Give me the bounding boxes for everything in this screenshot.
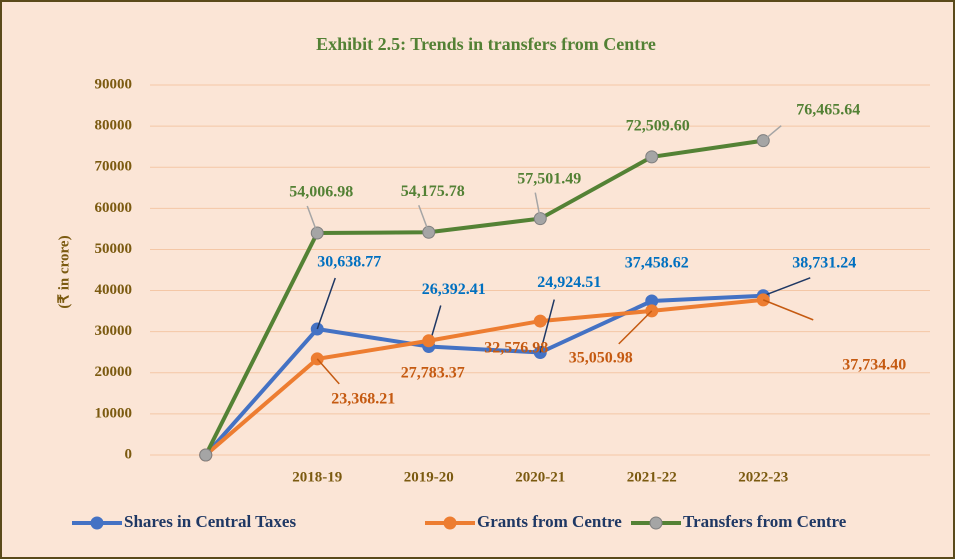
- leader-line: [762, 125, 782, 142]
- data-label: 32,576.98: [484, 340, 548, 357]
- data-label: 37,458.62: [625, 255, 689, 272]
- data-label: 38,731.24: [792, 254, 856, 271]
- data-label: 72,509.60: [626, 118, 690, 135]
- marker: [422, 334, 436, 348]
- marker: [533, 314, 547, 328]
- legend-marker: [443, 516, 457, 530]
- leader-line: [762, 299, 814, 321]
- series-line: [203, 138, 764, 456]
- x-tick-label: 2021-22: [627, 469, 677, 485]
- x-tick-label: 2019-20: [404, 469, 454, 485]
- chart-title: Exhibit 2.5: Trends in transfers from Ce…: [316, 34, 656, 54]
- data-label: 54,006.98: [289, 184, 353, 201]
- y-axis-label: (₹ in crore): [56, 235, 72, 308]
- leader-line: [316, 277, 336, 330]
- x-tick-label: 2018-19: [292, 469, 342, 485]
- leader-line: [539, 299, 555, 353]
- marker: [199, 448, 213, 462]
- data-label: 37,734.40: [842, 357, 906, 374]
- data-label: 24,924.51: [537, 274, 601, 291]
- y-tick-label: 10000: [95, 405, 133, 421]
- legend-label: Grants from Centre: [477, 512, 622, 531]
- legend-label: Transfers from Centre: [683, 512, 847, 531]
- y-tick-label: 30000: [95, 323, 133, 339]
- data-label: 26,392.41: [422, 281, 486, 298]
- legend-marker: [649, 516, 663, 530]
- marker: [645, 150, 659, 164]
- y-tick-label: 50000: [95, 241, 133, 257]
- leader-line: [418, 205, 430, 233]
- y-tick-label: 0: [125, 446, 133, 462]
- y-tick-label: 80000: [95, 118, 133, 134]
- x-tick-label: 2020-21: [515, 469, 565, 485]
- legend-label: Shares in Central Taxes: [124, 512, 296, 531]
- leader-line: [618, 310, 653, 345]
- legend-marker: [90, 516, 104, 530]
- data-label: 30,638.77: [317, 254, 381, 271]
- data-label: 54,175.78: [401, 183, 465, 200]
- data-label: 57,501.49: [517, 170, 581, 187]
- leader-line: [316, 358, 340, 385]
- data-label: 76,465.64: [796, 101, 860, 118]
- y-tick-label: 90000: [95, 76, 133, 92]
- leader-line: [534, 192, 541, 219]
- y-tick-label: 40000: [95, 282, 133, 298]
- series-line: [204, 293, 764, 457]
- data-label: 23,368.21: [331, 391, 395, 408]
- y-tick-label: 70000: [95, 159, 133, 175]
- y-tick-label: 60000: [95, 200, 133, 216]
- data-label: 35,050.98: [569, 350, 633, 367]
- y-tick-label: 20000: [95, 364, 133, 380]
- series-line: [204, 297, 764, 457]
- leader-line: [306, 205, 318, 234]
- leader-line: [762, 277, 811, 297]
- data-label: 27,783.37: [401, 364, 465, 381]
- x-tick-label: 2022-23: [738, 469, 788, 485]
